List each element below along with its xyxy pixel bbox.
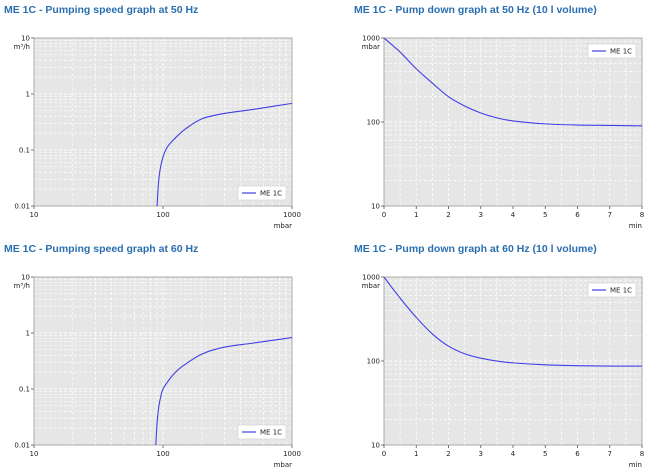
legend-box [587, 43, 637, 59]
x-tick-label: 3 [479, 450, 483, 458]
y-tick-label: 0.1 [19, 386, 30, 394]
y-tick-label: 0.01 [14, 442, 30, 450]
y-tick-label: 0.1 [19, 147, 30, 155]
y-unit-label: m³/h [14, 282, 30, 290]
x-unit-label: mbar [274, 222, 293, 230]
x-tick-label: 7 [608, 211, 612, 219]
x-tick-label: 1000 [283, 450, 301, 458]
x-tick-label: 1 [414, 211, 418, 219]
x-tick-label: 8 [640, 450, 644, 458]
x-unit-label: mbar [274, 461, 293, 469]
x-tick-label: 3 [479, 211, 483, 219]
legend-label: ME 1C [260, 190, 282, 198]
series-line [384, 38, 642, 127]
y-tick-label: 10 [21, 35, 30, 43]
series-line [155, 336, 292, 445]
x-tick-label: 1000 [283, 211, 301, 219]
x-tick-label: 2 [446, 450, 450, 458]
legend-label: ME 1C [260, 429, 282, 437]
chart-title: ME 1C - Pumping speed graph at 60 Hz [4, 243, 199, 255]
x-tick-label: 6 [575, 450, 580, 458]
y-tick-label: 10 [21, 274, 30, 282]
chart-title: ME 1C - Pump down graph at 60 Hz (10 l v… [354, 243, 597, 255]
y-tick-label: 100 [367, 358, 380, 366]
x-tick-label: 5 [543, 450, 547, 458]
legend-box [587, 282, 637, 298]
chart-title: ME 1C - Pump down graph at 50 Hz (10 l v… [354, 4, 597, 16]
x-tick-label: 100 [156, 211, 169, 219]
y-tick-label: 100 [367, 119, 380, 127]
series-line [384, 277, 642, 367]
x-tick-label: 10 [30, 211, 39, 219]
x-tick-label: 7 [608, 450, 612, 458]
x-tick-label: 1 [414, 450, 418, 458]
y-tick-label: 1 [26, 91, 30, 99]
x-unit-label: min [629, 461, 642, 469]
legend-box [237, 185, 287, 201]
y-tick-label: 1000 [362, 274, 380, 282]
legend-box [237, 424, 287, 440]
x-tick-label: 0 [382, 211, 386, 219]
chart-title: ME 1C - Pumping speed graph at 50 Hz [4, 4, 199, 16]
y-tick-label: 0.01 [14, 203, 30, 211]
x-tick-label: 0 [382, 450, 386, 458]
y-unit-label: mbar [362, 43, 381, 51]
y-unit-label: m³/h [14, 43, 30, 51]
x-tick-label: 5 [543, 211, 547, 219]
x-tick-label: 100 [156, 450, 169, 458]
x-unit-label: min [629, 222, 642, 230]
y-tick-label: 10 [371, 203, 380, 211]
legend-label: ME 1C [610, 287, 632, 295]
x-tick-label: 10 [30, 450, 39, 458]
series-line [156, 102, 292, 206]
x-tick-label: 6 [575, 211, 580, 219]
x-tick-label: 8 [640, 211, 644, 219]
x-tick-label: 4 [511, 211, 516, 219]
legend-label: ME 1C [610, 48, 632, 56]
y-unit-label: mbar [362, 282, 381, 290]
y-tick-label: 1000 [362, 35, 380, 43]
x-tick-label: 4 [511, 450, 516, 458]
y-tick-label: 10 [371, 442, 380, 450]
y-tick-label: 1 [26, 330, 30, 338]
x-tick-label: 2 [446, 211, 450, 219]
